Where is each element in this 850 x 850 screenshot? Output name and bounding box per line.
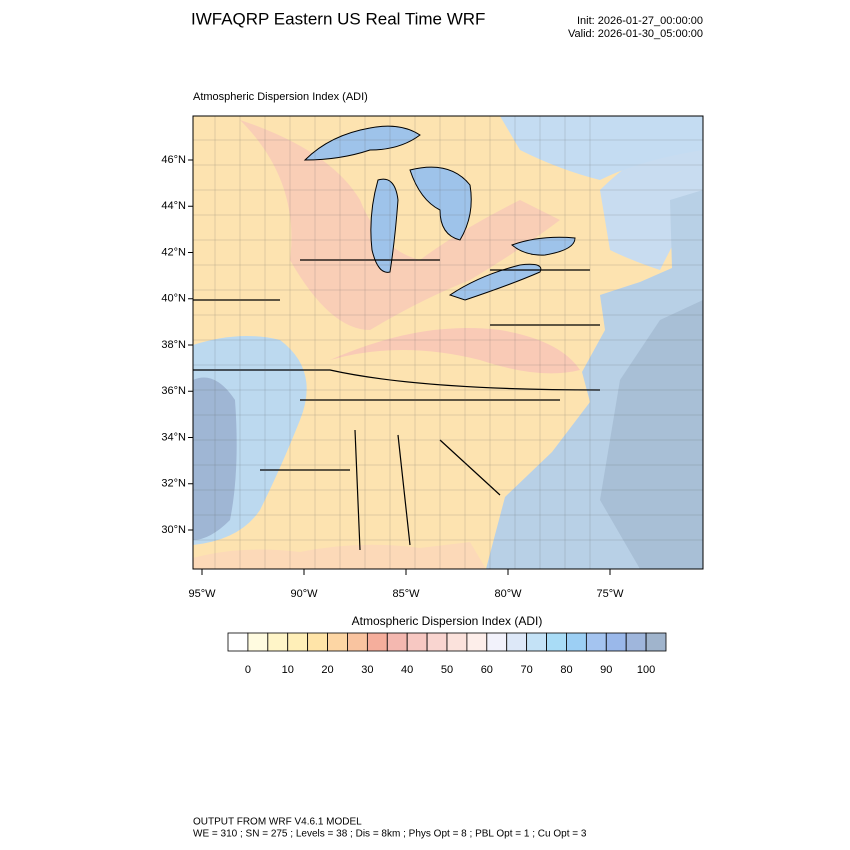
map-frame xyxy=(192,115,704,570)
colorbar-box xyxy=(327,632,348,652)
colorbar-label: 20 xyxy=(321,664,333,676)
footer-line: WE = 310 ; SN = 275 ; Levels = 38 ; Dis … xyxy=(193,829,587,840)
lat-label: 32°N xyxy=(161,478,186,490)
colorbar-box xyxy=(386,632,408,652)
colorbar-box xyxy=(486,632,508,652)
valid-time: Valid: 2026-01-30_05:00:00 xyxy=(568,28,703,40)
lat-label: 30°N xyxy=(161,524,186,536)
lat-label: 42°N xyxy=(161,246,186,258)
colorbar-box xyxy=(227,632,249,652)
colorbar-box xyxy=(307,632,328,652)
colorbar-box xyxy=(605,632,627,652)
map-title: Atmospheric Dispersion Index (ADI) xyxy=(193,91,368,103)
colorbar-label: 0 xyxy=(245,664,251,676)
lat-label: 40°N xyxy=(161,293,186,305)
colorbar-box xyxy=(466,632,488,652)
colorbar-title: Atmospheric Dispersion Index (ADI) xyxy=(352,614,543,628)
colorbar-box xyxy=(625,632,647,652)
colorbar-box xyxy=(546,632,567,652)
colorbar-box xyxy=(287,632,309,652)
colorbar-box xyxy=(526,632,547,652)
lat-label: 38°N xyxy=(161,339,186,351)
lon-label: 80°W xyxy=(494,588,522,600)
colorbar-box xyxy=(267,632,289,652)
lat-label: 36°N xyxy=(161,385,186,397)
colorbar-box xyxy=(247,632,269,652)
colorbar-label: 60 xyxy=(481,664,493,676)
title: IWFAQRP Eastern US Real Time WRF xyxy=(191,9,485,28)
colorbar-label: 70 xyxy=(521,664,533,676)
lon-label: 95°W xyxy=(188,588,216,600)
init-time: Init: 2026-01-27_00:00:00 xyxy=(577,15,703,27)
map xyxy=(193,116,703,569)
lon-label: 85°W xyxy=(392,588,420,600)
colorbar-box xyxy=(406,632,428,652)
lat-label: 34°N xyxy=(161,431,186,443)
map-axes: 46°N 44°N 42°N 40°N 38°N 36°N 34°N 32°N 30°N 95°W… xyxy=(161,154,624,600)
colorbar-label: 90 xyxy=(600,664,612,676)
lon-label: 90°W xyxy=(290,588,318,600)
colorbar-box xyxy=(645,632,667,652)
colorbar-label: 50 xyxy=(441,664,453,676)
colorbar-box xyxy=(426,632,448,652)
colorbar-label: 40 xyxy=(401,664,413,676)
colorbar: 0 10 20 30 40 50 60 70 80 90 100 xyxy=(227,632,667,676)
colorbar-label: 10 xyxy=(282,664,294,676)
colorbar-box xyxy=(566,632,587,652)
colorbar-box xyxy=(366,632,388,652)
colorbar-label: 80 xyxy=(560,664,572,676)
footer-line: OUTPUT FROM WRF V4.6.1 MODEL xyxy=(193,817,362,828)
colorbar-box xyxy=(506,632,528,652)
colorbar-box xyxy=(585,632,607,652)
colorbar-label: 100 xyxy=(637,664,655,676)
lat-label: 44°N xyxy=(161,200,186,212)
lon-label: 75°W xyxy=(596,588,624,600)
colorbar-box xyxy=(347,632,368,652)
colorbar-box xyxy=(446,632,468,652)
lat-label: 46°N xyxy=(161,154,186,166)
colorbar-label: 30 xyxy=(361,664,373,676)
